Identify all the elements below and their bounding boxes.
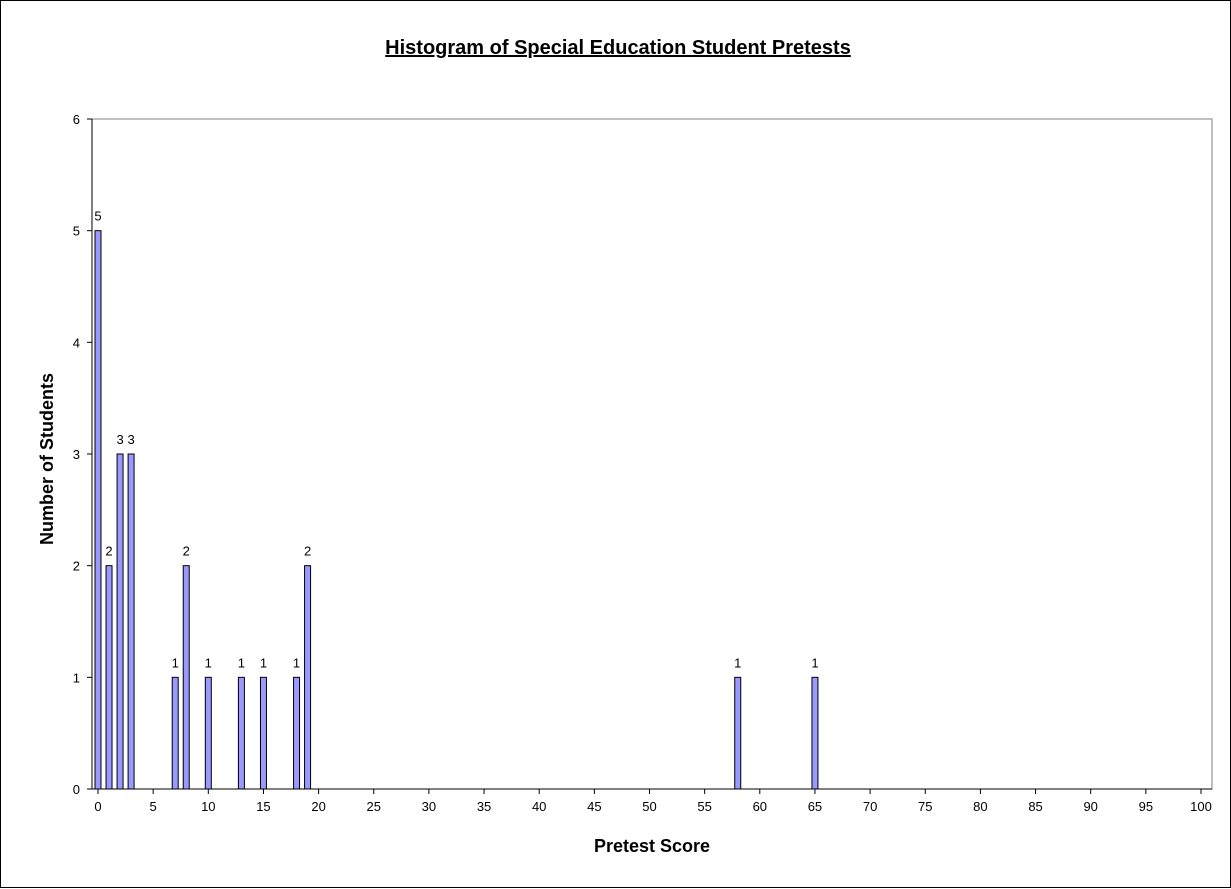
histogram-bar — [182, 565, 190, 790]
histogram-bar — [811, 676, 819, 790]
bar-data-label: 5 — [94, 209, 101, 224]
bar-data-label: 2 — [183, 544, 190, 559]
x-tick-label: 15 — [256, 799, 270, 814]
y-axis-title: Number of Students — [37, 373, 57, 545]
chart-title: Histogram of Special Education Student P… — [385, 37, 851, 59]
x-tick-label: 75 — [918, 799, 932, 814]
bar-data-label: 3 — [127, 432, 134, 447]
x-tick-label: 80 — [973, 799, 987, 814]
x-tick-label: 65 — [808, 799, 822, 814]
bar-data-label: 1 — [238, 655, 245, 670]
x-tick-label: 20 — [311, 799, 325, 814]
histogram-bar — [293, 676, 301, 790]
bar-data-label: 1 — [811, 655, 818, 670]
histogram-bar — [237, 676, 245, 790]
x-tick-label: 90 — [1083, 799, 1097, 814]
bar-data-label: 2 — [105, 544, 112, 559]
bar-data-label: 2 — [304, 544, 311, 559]
x-tick-label: 95 — [1139, 799, 1153, 814]
y-tick-label: 6 — [73, 112, 80, 127]
x-tick-label: 30 — [422, 799, 436, 814]
y-tick-label: 2 — [73, 559, 80, 574]
histogram-bar — [304, 565, 312, 790]
y-tick-label: 3 — [73, 447, 80, 462]
histogram-bar — [734, 676, 742, 790]
x-tick-label: 40 — [532, 799, 546, 814]
x-tick-label: 50 — [642, 799, 656, 814]
x-tick-label: 55 — [697, 799, 711, 814]
x-tick-label: 70 — [863, 799, 877, 814]
bars — [94, 230, 819, 790]
histogram-bar — [116, 453, 124, 790]
y-axis: 0 1 2 3 4 5 6 — [73, 112, 93, 797]
bar-data-label: 1 — [172, 655, 179, 670]
x-axis-title: Pretest Score — [594, 836, 710, 856]
histogram-bar — [259, 676, 267, 790]
y-tick-label: 4 — [73, 335, 80, 350]
x-tick-label: 0 — [94, 799, 101, 814]
bar-data-label: 3 — [116, 432, 123, 447]
x-tick-label: 85 — [1028, 799, 1042, 814]
histogram-bar — [204, 676, 212, 790]
x-tick-label: 100 — [1190, 799, 1212, 814]
x-tick-label: 10 — [201, 799, 215, 814]
y-tick-label: 1 — [73, 670, 80, 685]
x-tick-label: 5 — [150, 799, 157, 814]
bar-data-label: 1 — [734, 655, 741, 670]
histogram-bar — [94, 230, 102, 790]
x-axis: 0 5 10 15 20 25 30 35 40 45 50 55 60 65 70 75 80 85 90 95 10… — [92, 788, 1212, 814]
x-tick-label: 45 — [587, 799, 601, 814]
y-tick-label: 5 — [73, 224, 80, 239]
y-tick-label: 0 — [73, 782, 80, 797]
histogram-bar — [105, 565, 113, 790]
x-tick-label: 25 — [367, 799, 381, 814]
histogram-bar — [171, 676, 179, 790]
x-tick-label: 35 — [477, 799, 491, 814]
bar-data-label: 1 — [205, 655, 212, 670]
bar-data-label: 1 — [293, 655, 300, 670]
x-tick-label: 60 — [753, 799, 767, 814]
plot-area — [91, 118, 1213, 790]
histogram-bar — [127, 453, 135, 790]
bar-data-label: 1 — [260, 655, 267, 670]
